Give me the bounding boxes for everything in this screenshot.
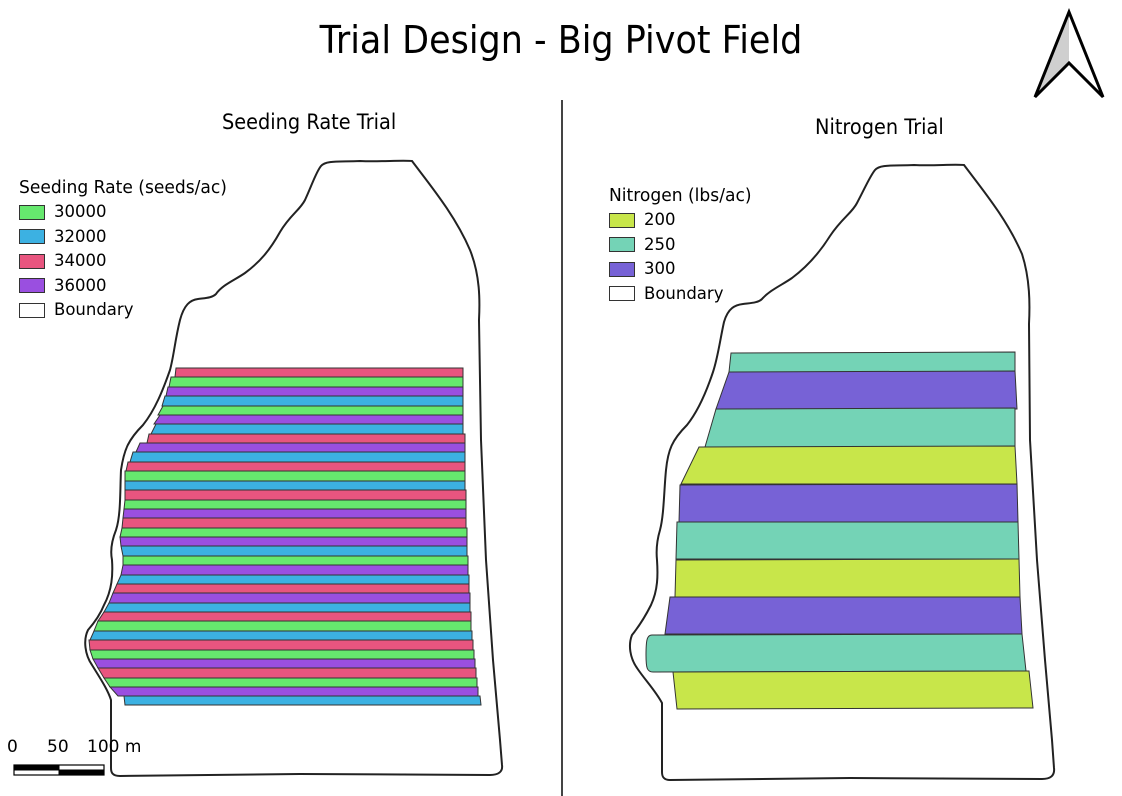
- strip-34000: [97, 611, 472, 622]
- nitrogen-legend-title: Nitrogen (lbs/ac): [609, 185, 752, 206]
- legend-label: Boundary: [644, 283, 724, 303]
- strip-30000: [119, 527, 468, 538]
- map-title: Trial Design - Big Pivot Field: [319, 18, 803, 62]
- legend-item-30000: 30000: [19, 200, 238, 225]
- nitrogen-panel-title: Nitrogen Trial: [815, 115, 944, 139]
- strip-32000: [161, 395, 464, 407]
- seeding-legend: Seeding Rate (seeds/ac) 30000 32000 3400…: [19, 176, 238, 323]
- legend-item-34000: 34000: [19, 249, 238, 274]
- legend-label: Boundary: [54, 300, 134, 319]
- strip-32000: [116, 574, 470, 585]
- strip-32000: [124, 480, 466, 491]
- strip-300: [678, 483, 1019, 523]
- legend-label: 34000: [54, 251, 107, 270]
- seeding-legend-title: Seeding Rate (seeds/ac): [19, 177, 227, 198]
- strip-200: [680, 445, 1018, 485]
- strip-250: [645, 633, 1027, 673]
- strip-34000: [146, 433, 466, 444]
- legend-item-boundary: Boundary: [19, 298, 238, 323]
- strip-34000: [88, 639, 474, 651]
- swatch-boundary: [609, 286, 635, 302]
- strip-36000: [119, 536, 468, 547]
- strip-36000: [108, 686, 479, 697]
- nitrogen-strips: [645, 351, 1034, 710]
- legend-label: 36000: [54, 275, 107, 295]
- strip-36000: [165, 386, 464, 397]
- strip-32000: [103, 602, 471, 613]
- swatch-30000: [19, 204, 45, 220]
- legend-label: 30000: [54, 202, 107, 221]
- scale-label-100m: 100 m: [87, 737, 142, 757]
- strip-250: [704, 407, 1016, 448]
- strip-34000: [174, 367, 464, 378]
- legend-label: 32000: [54, 226, 107, 246]
- legend-item-250: 250: [609, 233, 759, 258]
- strip-32000: [120, 545, 468, 557]
- strip-36000: [153, 414, 464, 425]
- legend-item-36000: 36000: [19, 274, 238, 299]
- seeding-panel-title: Seeding Rate Trial: [222, 110, 397, 134]
- strip-34000: [97, 667, 477, 679]
- panel-divider: [561, 100, 563, 796]
- strip-32000: [89, 630, 473, 641]
- legend-item-200: 200: [609, 208, 759, 233]
- seeding-strips: [88, 367, 482, 706]
- strip-250: [675, 521, 1020, 560]
- strip-36000: [120, 564, 469, 576]
- strip-30000: [157, 405, 464, 416]
- strip-32000: [123, 695, 482, 706]
- swatch-300: [609, 261, 635, 277]
- scale-label-0: 0: [7, 737, 18, 757]
- swatch-250: [609, 237, 635, 253]
- legend-label: 300: [644, 259, 676, 278]
- strip-32000: [129, 451, 466, 463]
- legend-label: 200: [644, 210, 676, 229]
- strip-34000: [112, 583, 470, 594]
- legend-item-32000: 32000: [19, 225, 238, 250]
- strip-34000: [124, 489, 467, 501]
- strip-36000: [122, 508, 467, 519]
- strip-30000: [89, 649, 475, 660]
- legend-item-300: 300: [609, 257, 759, 282]
- swatch-200: [609, 212, 635, 228]
- swatch-32000: [19, 229, 45, 245]
- swatch-34000: [19, 253, 45, 269]
- strip-34000: [121, 517, 467, 529]
- strip-36000: [108, 592, 471, 604]
- strip-36000: [135, 442, 466, 453]
- nitrogen-legend: Nitrogen (lbs/ac) 200 250 300 Boundary: [609, 184, 759, 306]
- strip-200: [672, 670, 1034, 710]
- legend-label: 250: [644, 234, 676, 254]
- strip-36000: [92, 658, 476, 669]
- swatch-boundary: [19, 302, 45, 318]
- swatch-36000: [19, 278, 45, 294]
- strip-30000: [168, 376, 464, 388]
- strip-30000: [124, 470, 466, 482]
- legend-item-boundary: Boundary: [609, 282, 759, 307]
- strip-30000: [123, 499, 467, 510]
- scale-label-50: 50: [47, 737, 69, 757]
- strip-250: [728, 351, 1016, 373]
- strip-300: [664, 596, 1023, 635]
- strip-30000: [93, 620, 472, 632]
- strip-200: [674, 558, 1021, 598]
- strip-32000: [150, 423, 464, 435]
- strip-30000: [103, 677, 478, 688]
- scale-bar: [13, 764, 105, 776]
- strip-34000: [125, 461, 466, 472]
- strip-30000: [122, 555, 469, 566]
- strip-300: [715, 370, 1018, 410]
